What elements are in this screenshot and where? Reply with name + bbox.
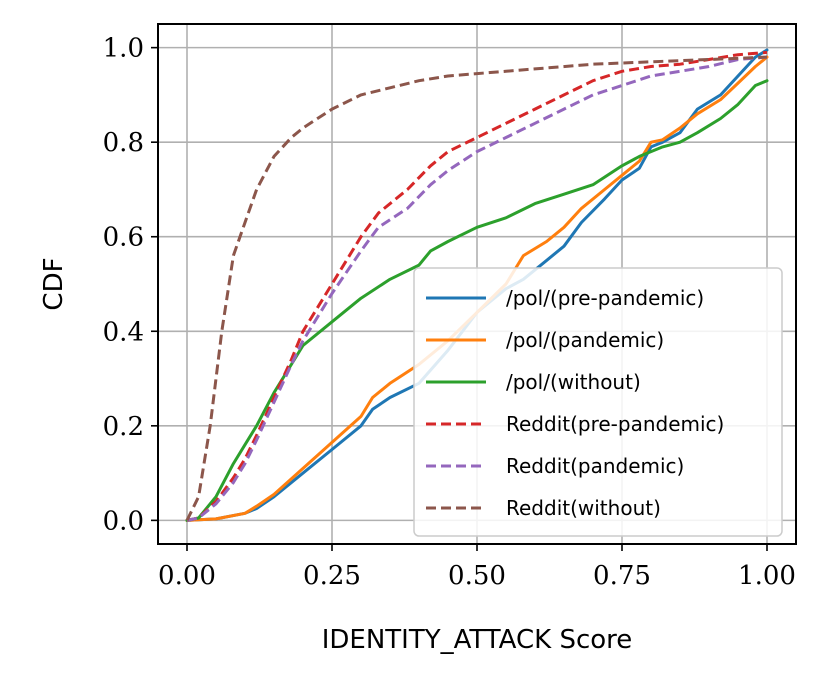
- series-line-2: [185, 79, 769, 522]
- legend-label: /pol/(without): [506, 370, 641, 394]
- legend-box: [413, 267, 783, 537]
- legend-label: Reddit(without): [506, 496, 661, 520]
- y-tick-label: 0.6: [103, 223, 144, 253]
- y-tick-label: 0.4: [103, 317, 144, 347]
- x-tick-label: 1.00: [738, 561, 796, 591]
- y-tick-label: 0.8: [103, 128, 144, 158]
- x-tick-label: 0.50: [448, 561, 506, 591]
- legend-label: Reddit(pre-pandemic): [506, 412, 724, 436]
- legend-label: /pol/(pre-pandemic): [506, 286, 704, 310]
- series-line-4: [186, 55, 768, 522]
- x-tick-label: 0.00: [158, 561, 216, 591]
- y-axis-title: CDF: [39, 257, 69, 310]
- legend: /pol/(pre-pandemic) /pol/(pandemic) /pol/(…: [413, 267, 783, 537]
- x-tick-label: 0.75: [593, 561, 651, 591]
- y-tick-label: 0.0: [103, 506, 144, 536]
- series-line-3: [186, 50, 768, 522]
- x-tick-label: 0.25: [303, 561, 361, 591]
- y-tick-label: 1.0: [103, 34, 144, 64]
- y-tick-label: 0.2: [103, 412, 144, 442]
- axis-ticks: 0.00 0.25 0.50 0.75 1.00 0.0 0.2 0.4 0.6 0.8 1.0: [103, 34, 796, 591]
- series-line-5: [185, 55, 768, 522]
- legend-label: /pol/(pandemic): [506, 328, 664, 352]
- x-axis-title: IDENTITY_ATTACK Score: [322, 625, 633, 655]
- legend-label: Reddit(pandemic): [506, 454, 684, 478]
- series-line-1: [185, 55, 769, 522]
